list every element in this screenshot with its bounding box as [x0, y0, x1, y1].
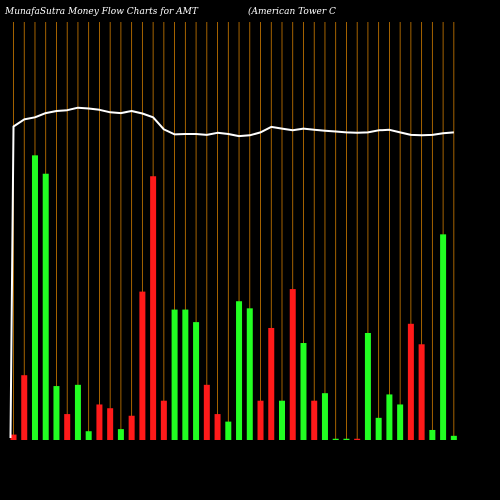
money-flow-bar: [117, 429, 124, 440]
money-flow-bar: [332, 438, 339, 440]
money-flow-bar: [397, 404, 404, 440]
money-flow-bars: [10, 155, 457, 441]
vertical-gridlines: [13, 22, 455, 440]
money-flow-bar: [450, 435, 457, 440]
money-flow-bar: [311, 400, 318, 440]
money-flow-bar: [321, 393, 328, 440]
money-flow-bar: [429, 429, 436, 440]
money-flow-bar: [289, 289, 296, 440]
money-flow-bar: [440, 234, 447, 440]
money-flow-bar: [53, 386, 60, 440]
money-flow-bar: [128, 415, 135, 440]
money-flow-bar: [31, 155, 38, 441]
money-flow-bar: [418, 344, 425, 440]
money-flow-bar: [150, 176, 157, 440]
money-flow-bar: [407, 323, 414, 440]
money-flow-bar: [246, 308, 253, 440]
money-flow-bar: [160, 400, 167, 440]
money-flow-bar: [139, 291, 146, 440]
money-flow-bar: [386, 394, 393, 440]
money-flow-bar: [64, 414, 71, 440]
money-flow-bar: [182, 309, 189, 440]
money-flow-bar: [203, 384, 210, 440]
money-flow-bar: [225, 421, 232, 440]
money-flow-bar: [10, 434, 17, 440]
price-line-layer: [9, 106, 454, 439]
site-title: MunafaSutra Money Flow Charts for AMT: [4, 7, 199, 17]
money-flow-bar: [85, 431, 92, 440]
money-flow-bar: [375, 417, 382, 440]
money-flow-bar: [268, 327, 275, 440]
money-flow-bar: [354, 438, 361, 440]
money-flow-bar: [21, 375, 28, 440]
money-flow-bar: [107, 408, 114, 440]
money-flow-bar: [343, 438, 350, 440]
money-flow-bar: [300, 343, 307, 440]
company-name: (American Tower C: [248, 6, 336, 17]
money-flow-bar: [193, 322, 200, 440]
money-flow-bar: [364, 332, 371, 440]
money-flow-bar: [236, 301, 243, 440]
money-flow-bar: [74, 384, 81, 440]
money-flow-bar: [96, 404, 103, 440]
money-flow-bar: [214, 414, 221, 440]
money-flow-bar: [171, 309, 178, 440]
money-flow-bar: [279, 400, 285, 440]
price-line: [9, 106, 454, 439]
money-flow-bar: [42, 173, 49, 440]
money-flow-bar: [257, 400, 264, 440]
